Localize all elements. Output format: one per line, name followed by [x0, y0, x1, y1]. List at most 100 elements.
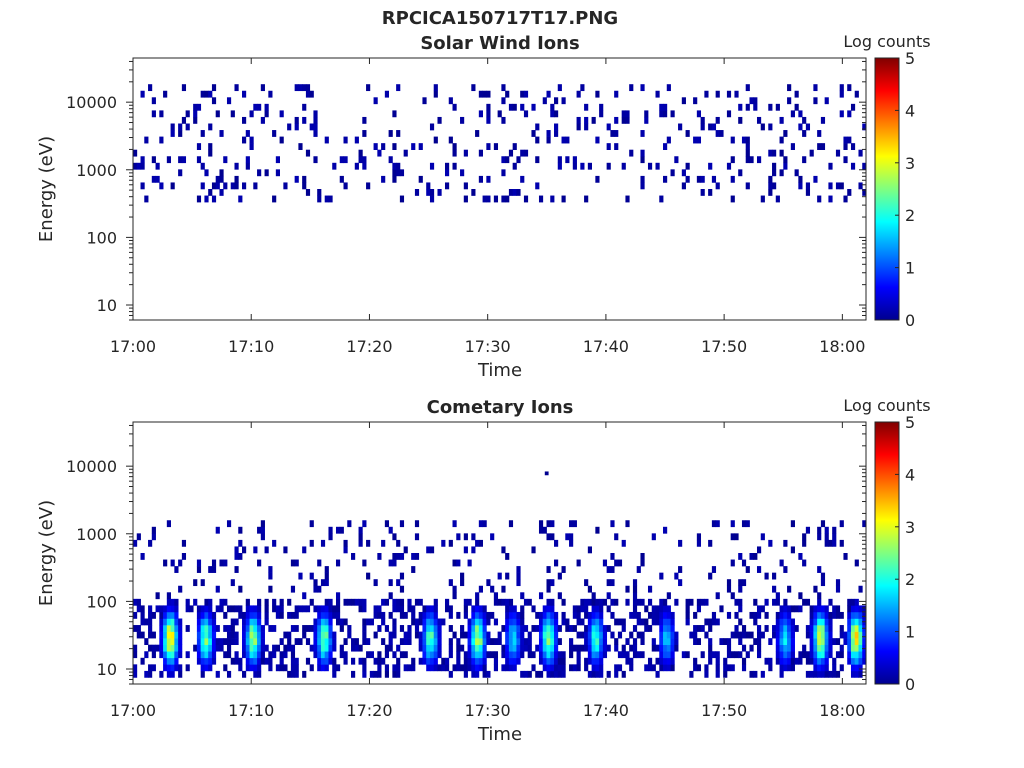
cometary-spectrogram-cell: [403, 631, 408, 639]
solar-wind-spectrogram-cell: [193, 116, 198, 124]
cometary-spectrogram-cell: [448, 625, 453, 632]
cometary-spectrogram-cell: [775, 631, 780, 639]
cometary-spectrogram-cell: [678, 566, 683, 573]
cometary-spectrogram-cell: [328, 625, 333, 632]
cometary-spectrogram-cell: [399, 572, 405, 580]
cometary-spectrogram-cell: [309, 625, 314, 632]
cometary-spectrogram-cell: [647, 585, 653, 593]
cometary-spectrogram-cell: [294, 664, 299, 672]
cometary-spectrogram-cell: [610, 566, 615, 573]
cometary-spectrogram-cell: [621, 625, 626, 632]
cometary-spectrogram-cell: [140, 618, 145, 626]
cometary-spectrogram-cell: [384, 625, 390, 632]
cometary-spectrogram-cell: [602, 559, 608, 567]
cometary-spectrogram-cell: [858, 664, 863, 672]
solar-wind-spectrogram-cell: [414, 189, 420, 196]
cometary-spectrogram-cell: [520, 638, 525, 645]
cometary-spectrogram-cell: [482, 520, 487, 528]
cometary-spectrogram-cell: [478, 520, 483, 528]
solar-wind-spectrogram-cell: [599, 110, 604, 118]
cometary-spectrogram-cell: [298, 572, 303, 580]
cometary-spectrogram-cell: [828, 598, 833, 606]
cometary-spectrogram-cell: [475, 598, 480, 606]
cometary-spectrogram-cell: [505, 598, 510, 606]
cometary-spectrogram-cell: [610, 611, 615, 619]
solar-wind-spectrogram-cell: [595, 136, 600, 144]
cometary-spectrogram-cell: [418, 657, 423, 665]
solar-wind-spectrogram-cell: [561, 136, 566, 144]
cometary-x-tick-label: 17:40: [583, 701, 629, 720]
cometary-spectrogram-cell: [317, 651, 322, 659]
solar-wind-spectrogram-cell: [523, 110, 529, 118]
cometary-spectrogram-cell: [787, 651, 792, 659]
solar-wind-spectrogram-cell: [388, 156, 393, 164]
cometary-spectrogram-cell: [174, 618, 179, 626]
cometary-spectrogram-cell: [347, 520, 352, 528]
solar-wind-spectrogram-cell: [798, 182, 803, 190]
cometary-spectrogram-cell: [584, 631, 589, 639]
cometary-spectrogram-cell: [666, 651, 671, 659]
cometary-spectrogram-cell: [768, 539, 773, 547]
cometary-spectrogram-cell: [343, 638, 348, 645]
solar-wind-spectrogram-cell: [847, 110, 852, 118]
cometary-spectrogram-cell: [249, 651, 254, 659]
solar-wind-spectrogram-cell: [148, 84, 153, 92]
cometary-spectrogram-cell: [854, 651, 859, 659]
cometary-spectrogram-cell: [839, 664, 844, 672]
cometary-spectrogram-cell: [399, 638, 405, 645]
cometary-spectrogram-cell: [828, 638, 833, 645]
solar-wind-spectrogram-cell: [696, 136, 702, 144]
solar-wind-spectrogram-cell: [790, 143, 795, 150]
solar-wind-spectrogram-cell: [738, 169, 743, 177]
cometary-spectrogram-cell: [828, 651, 833, 659]
cometary-spectrogram-cell: [170, 644, 175, 652]
cometary-spectrogram-cell: [178, 559, 183, 567]
cometary-spectrogram-cell: [460, 579, 465, 587]
cometary-spectrogram-cell: [317, 657, 322, 665]
cometary-spectrogram-cell: [602, 598, 608, 606]
cometary-spectrogram-cell: [196, 638, 202, 645]
cometary-spectrogram-cell: [741, 664, 747, 672]
cometary-spectrogram-cell: [429, 618, 435, 626]
solar-wind-spectrogram-cell: [640, 175, 645, 183]
cometary-spectrogram-cell: [666, 592, 671, 600]
cometary-spectrogram-cell: [170, 618, 175, 626]
cometary-spectrogram-cell: [272, 644, 277, 652]
cometary-spectrogram-cell: [847, 618, 852, 626]
cometary-spectrogram-cell: [726, 579, 732, 587]
cometary-spectrogram-cell: [693, 638, 698, 645]
cometary-spectrogram-cell: [794, 605, 799, 613]
cometary-spectrogram-cell: [599, 611, 604, 619]
cometary-spectrogram-cell: [647, 625, 653, 632]
solar-wind-spectrogram-cell: [208, 90, 213, 98]
cometary-spectrogram-cell: [328, 526, 333, 534]
cometary-spectrogram-cell: [512, 625, 517, 632]
cometary-spectrogram-cell: [591, 592, 596, 600]
cometary-spectrogram-cell: [738, 651, 743, 659]
cometary-spectrogram-cell: [362, 598, 367, 606]
cometary-spectrogram-cell: [501, 651, 506, 659]
cometary-spectrogram-cell: [602, 651, 608, 659]
solar-wind-spectrogram-cell: [200, 130, 205, 137]
solar-wind-spectrogram-cell: [452, 162, 457, 170]
cometary-spectrogram-cell: [320, 605, 326, 613]
cometary-spectrogram-cell: [358, 526, 363, 534]
solar-wind-spectrogram-cell: [272, 130, 277, 137]
cometary-spectrogram-cell: [399, 625, 405, 632]
cometary-spectrogram-cell: [779, 657, 784, 665]
cometary-spectrogram-cell: [490, 533, 495, 541]
cometary-spectrogram-cell: [399, 611, 405, 619]
solar-wind-spectrogram-cell: [482, 195, 487, 203]
cometary-spectrogram-cell: [433, 644, 438, 652]
cometary-spectrogram-cell: [324, 611, 329, 619]
cometary-spectrogram-cell: [711, 618, 717, 626]
cometary-spectrogram-cell: [580, 598, 585, 606]
solar-wind-axes-frame: [132, 57, 867, 321]
cometary-spectrogram-cell: [764, 625, 769, 632]
solar-wind-spectrogram-cell: [715, 116, 720, 124]
cometary-spectrogram-cell: [354, 598, 359, 606]
cometary-spectrogram-cell: [140, 553, 145, 560]
cometary-spectrogram-cell: [591, 598, 596, 606]
solar-wind-spectrogram-cell: [790, 110, 795, 118]
